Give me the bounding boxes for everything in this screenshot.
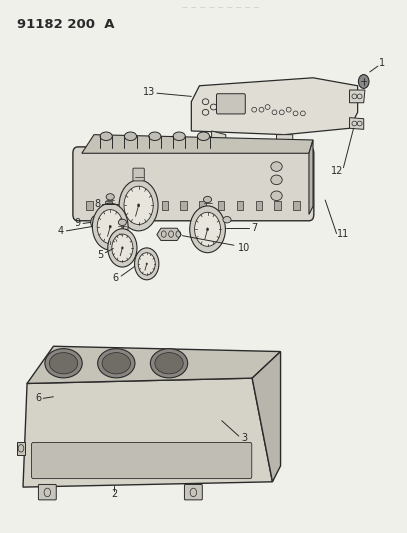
FancyBboxPatch shape: [133, 168, 144, 181]
FancyBboxPatch shape: [31, 442, 252, 479]
Circle shape: [109, 225, 111, 228]
Circle shape: [91, 215, 101, 229]
Bar: [86, 200, 93, 210]
Polygon shape: [350, 90, 365, 103]
Text: 6: 6: [112, 273, 118, 283]
Polygon shape: [191, 78, 358, 135]
Ellipse shape: [271, 162, 282, 171]
Bar: [256, 200, 262, 210]
Circle shape: [124, 186, 153, 224]
Text: 2: 2: [111, 489, 117, 499]
Bar: [199, 200, 206, 210]
Ellipse shape: [135, 170, 143, 176]
Bar: [105, 200, 112, 210]
Ellipse shape: [118, 219, 127, 225]
Polygon shape: [157, 228, 181, 240]
Ellipse shape: [173, 132, 185, 141]
Polygon shape: [23, 378, 272, 487]
Text: 12: 12: [331, 166, 344, 176]
Text: 9: 9: [75, 219, 81, 229]
Circle shape: [195, 212, 221, 246]
Bar: [124, 200, 130, 210]
Text: 4: 4: [58, 226, 64, 236]
Circle shape: [108, 229, 137, 267]
Bar: [274, 200, 281, 210]
Ellipse shape: [102, 353, 131, 374]
Ellipse shape: [45, 349, 82, 378]
Bar: [237, 200, 243, 210]
Circle shape: [206, 228, 209, 231]
FancyBboxPatch shape: [184, 484, 202, 500]
Bar: [293, 200, 300, 210]
Text: 91182 200  A: 91182 200 A: [17, 18, 114, 31]
Circle shape: [92, 203, 128, 250]
Circle shape: [122, 247, 123, 249]
Text: 5: 5: [97, 250, 103, 260]
Text: 3: 3: [241, 433, 247, 443]
Ellipse shape: [106, 193, 114, 200]
Circle shape: [135, 248, 159, 280]
Circle shape: [146, 263, 147, 265]
FancyBboxPatch shape: [73, 147, 314, 221]
Circle shape: [138, 204, 140, 207]
Polygon shape: [27, 346, 280, 383]
Circle shape: [190, 206, 225, 253]
Circle shape: [119, 180, 158, 231]
Ellipse shape: [223, 216, 231, 223]
Polygon shape: [212, 131, 226, 150]
Ellipse shape: [271, 175, 282, 184]
Text: 6: 6: [35, 393, 41, 403]
Polygon shape: [276, 135, 293, 151]
Circle shape: [138, 253, 155, 275]
Polygon shape: [82, 135, 313, 154]
Ellipse shape: [98, 349, 135, 378]
Ellipse shape: [125, 132, 137, 141]
Text: 1: 1: [379, 59, 385, 68]
FancyBboxPatch shape: [217, 94, 245, 114]
Text: 13: 13: [142, 87, 155, 97]
Polygon shape: [252, 352, 280, 482]
Text: 10: 10: [238, 243, 250, 253]
Text: 11: 11: [337, 229, 350, 239]
Text: 8: 8: [94, 199, 100, 209]
Text: 7: 7: [251, 223, 257, 233]
Bar: [180, 200, 187, 210]
Bar: [162, 200, 168, 210]
Polygon shape: [17, 442, 25, 455]
Circle shape: [112, 234, 133, 262]
Circle shape: [359, 75, 369, 88]
Ellipse shape: [197, 132, 210, 141]
Text: —  —  —  —  —  —  —  —  —: — — — — — — — — —: [147, 5, 260, 10]
FancyBboxPatch shape: [38, 484, 56, 500]
Bar: [218, 200, 224, 210]
Circle shape: [97, 209, 123, 244]
Ellipse shape: [49, 353, 78, 374]
Ellipse shape: [204, 196, 212, 203]
Bar: [143, 200, 149, 210]
Ellipse shape: [100, 132, 112, 141]
Ellipse shape: [150, 349, 188, 378]
Polygon shape: [350, 118, 364, 130]
Ellipse shape: [155, 353, 183, 374]
Polygon shape: [309, 140, 313, 214]
Ellipse shape: [271, 191, 282, 200]
Ellipse shape: [149, 132, 161, 141]
